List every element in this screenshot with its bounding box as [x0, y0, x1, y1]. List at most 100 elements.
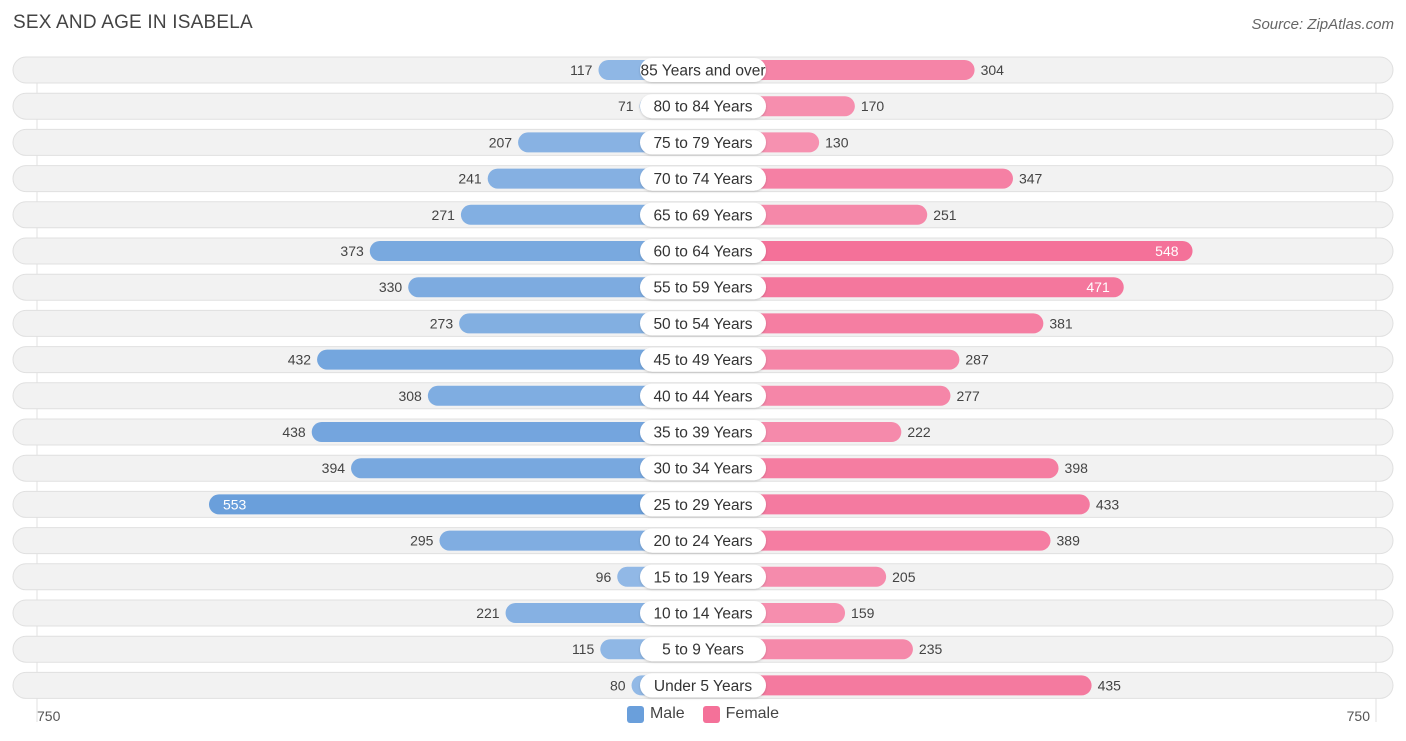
category-label-pill: [640, 166, 766, 191]
category-label-pill: [640, 420, 766, 444]
source-label: Source: ZipAtlas.com: [1251, 16, 1394, 33]
female-value-label: 389: [1057, 533, 1081, 549]
male-value-label: 80: [610, 677, 626, 693]
male-value-label: 373: [340, 243, 364, 259]
male-value-label: 96: [596, 569, 612, 585]
female-value-label: 159: [851, 605, 875, 621]
category-label: 70 to 74 Years: [653, 171, 752, 188]
male-bar[interactable]: [427, 385, 703, 406]
male-bar[interactable]: [317, 349, 703, 370]
category-label: 55 to 59 Years: [653, 280, 752, 297]
category-label: 35 to 39 Years: [653, 425, 752, 442]
male-bar[interactable]: [369, 241, 703, 261]
category-label: 25 to 29 Years: [653, 497, 752, 514]
category-label-pill: [640, 347, 766, 372]
category-label-pill: [640, 601, 766, 625]
male-value-label: 553: [223, 496, 247, 512]
female-value-label: 435: [1098, 677, 1122, 693]
female-value-label: 222: [907, 424, 931, 440]
male-value-label: 117: [570, 62, 593, 78]
female-value-label: 287: [965, 352, 989, 368]
male-value-label: 271: [432, 207, 456, 223]
female-value-label: 277: [956, 388, 980, 404]
male-bar[interactable]: [408, 277, 703, 298]
category-label: 40 to 44 Years: [653, 388, 752, 405]
axis-right-max-label: 750: [1346, 708, 1370, 724]
female-bar[interactable]: [703, 458, 1059, 479]
male-value-label: 207: [489, 134, 513, 150]
female-bar[interactable]: [703, 494, 1090, 515]
male-bar[interactable]: [439, 530, 703, 551]
category-label-pill: [640, 275, 766, 300]
male-value-label: 71: [618, 98, 634, 114]
male-bar[interactable]: [351, 458, 703, 479]
male-bar[interactable]: [311, 422, 703, 442]
category-label-pill: [640, 383, 766, 408]
category-label: 20 to 24 Years: [653, 533, 752, 550]
legend-item-female[interactable]: Female: [702, 705, 780, 723]
category-label-pill: [640, 564, 766, 589]
female-bar[interactable]: [703, 530, 1051, 551]
category-label: 75 to 79 Years: [653, 135, 752, 152]
male-value-label: 221: [476, 605, 500, 621]
female-value-label: 251: [933, 207, 957, 223]
male-value-label: 295: [410, 533, 434, 549]
category-label: Under 5 Years: [654, 678, 752, 695]
category-label-pill: [640, 456, 766, 481]
category-label: 65 to 69 Years: [653, 207, 752, 224]
category-label: 60 to 64 Years: [653, 244, 752, 261]
male-value-label: 438: [282, 424, 306, 440]
female-value-label: 548: [1155, 243, 1179, 259]
category-label: 50 to 54 Years: [653, 316, 752, 333]
category-label-pill: [640, 637, 766, 662]
female-bar[interactable]: [703, 675, 1092, 696]
female-bar[interactable]: [703, 349, 960, 370]
male-value-label: 273: [430, 315, 454, 331]
female-value-label: 398: [1065, 460, 1089, 476]
legend-item-male[interactable]: Male: [626, 705, 685, 723]
female-value-label: 170: [861, 98, 885, 114]
female-bar[interactable]: [703, 277, 1124, 298]
female-bar[interactable]: [703, 313, 1044, 334]
category-label-pill: [640, 94, 766, 119]
female-value-label: 381: [1049, 315, 1073, 331]
female-value-label: 304: [981, 62, 1005, 78]
category-label: 5 to 9 Years: [662, 642, 744, 659]
category-label-pill: [640, 311, 766, 336]
axis-left-max-label: 750: [37, 708, 61, 724]
legend-label-male: Male: [649, 705, 685, 722]
female-bar[interactable]: [703, 241, 1193, 261]
male-value-label: 432: [288, 352, 312, 368]
category-label-pill: [640, 130, 766, 155]
category-label: 45 to 49 Years: [653, 352, 752, 369]
female-value-label: 471: [1086, 279, 1110, 295]
male-value-label: 330: [379, 279, 403, 295]
male-bar[interactable]: [208, 494, 703, 515]
category-label: 80 to 84 Years: [653, 99, 752, 116]
category-label: 15 to 19 Years: [653, 569, 752, 586]
category-label-pill: [640, 528, 766, 553]
male-value-label: 241: [458, 171, 482, 187]
category-label-pill: [640, 58, 766, 82]
male-value-label: 115: [572, 641, 595, 657]
female-value-label: 347: [1019, 171, 1043, 187]
female-value-label: 205: [892, 569, 916, 585]
female-bar[interactable]: [703, 60, 975, 80]
male-value-label: 308: [398, 388, 422, 404]
legend-label-female: Female: [725, 705, 780, 722]
category-label: 85 Years and over: [641, 63, 766, 80]
female-bar[interactable]: [703, 168, 1013, 189]
female-value-label: 235: [919, 641, 943, 657]
category-label-pill: [640, 673, 766, 698]
category-label-pill: [640, 202, 766, 227]
chart-title: SEX AND AGE IN ISABELA: [13, 12, 253, 33]
legend-swatch-male: [626, 705, 644, 723]
female-value-label: 433: [1096, 496, 1120, 512]
male-value-label: 394: [322, 460, 346, 476]
category-label-pill: [640, 239, 766, 263]
chart-legend: Male Female: [0, 705, 1406, 723]
category-label-pill: [640, 492, 766, 517]
category-label: 10 to 14 Years: [653, 606, 752, 623]
legend-swatch-female: [702, 705, 720, 723]
